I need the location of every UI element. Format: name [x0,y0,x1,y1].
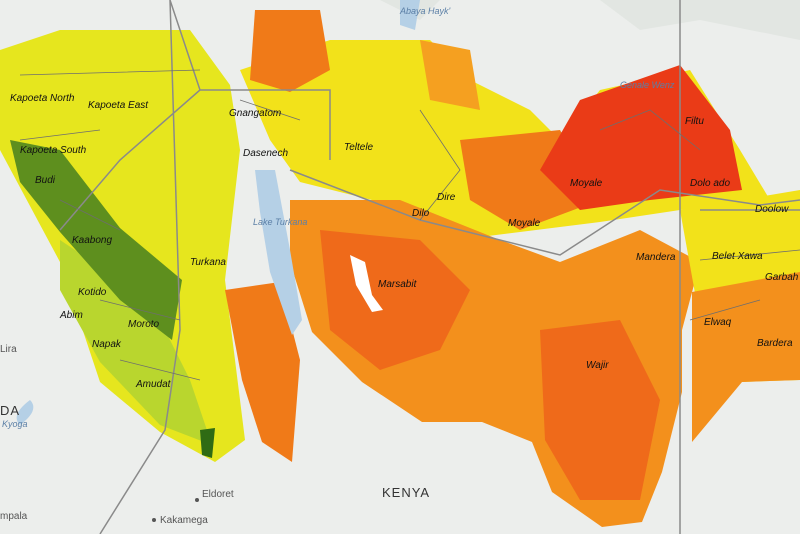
water-label: Abaya Hayk' [399,6,451,16]
city-dot [195,498,199,502]
place-label: Moyale [508,218,541,229]
place-label: Dire [437,192,456,203]
place-label: Doolow [755,204,789,215]
place-label: Kapoeta North [10,93,75,104]
region-light-green [60,240,212,445]
place-label: Kaabong [72,235,112,246]
lake-kyoga [16,400,34,425]
place-label: Marsabit [378,279,418,290]
country-label: DA [0,403,20,418]
region-darkest [200,428,215,458]
place-label: Abim [59,310,83,321]
region-wajir [540,320,660,500]
country-border [59,0,800,534]
place-label: Budi [35,175,56,186]
place-label: Dilo [412,208,430,219]
terrain [380,0,800,40]
lake-abaya [400,0,420,30]
region-north-orange [250,10,330,92]
place-label: Turkana [190,257,226,268]
place-label: Moroto [128,319,160,330]
place-label: Kotido [78,287,107,298]
admin-border [19,69,800,381]
city-label: Eldoret [202,489,234,500]
region-ne-red [540,65,742,210]
place-label: Filtu [685,116,704,127]
place-label: Kapoeta South [20,145,87,156]
city-label: Kakamega [160,515,208,526]
place-label: Belet Xawa [712,251,763,262]
city-label: Lira [0,344,17,355]
place-label: Elwaq [704,317,732,328]
water-label: Kyoga [2,419,28,429]
lake-turkana [255,170,302,335]
place-label: Teltele [344,142,374,153]
water-label: Lake Turkana [253,217,307,227]
place-label: Moyale [570,178,603,189]
place-label: Napak [92,339,122,350]
place-label: Dasenech [243,148,288,159]
place-label: Wajir [586,360,609,371]
place-label: Amudat [135,379,172,390]
region-north-amber [420,40,480,110]
water-label: Genale Wenz [620,80,675,90]
city-label: mpala [0,511,28,522]
country-label: KENYA [382,485,430,500]
mountain-gap [350,255,383,312]
place-label: Gnangatom [229,108,281,119]
place-label: Garbah [765,272,799,283]
place-label: Mandera [636,252,676,263]
place-label: Dolo ado [690,178,730,189]
region-dark-green [10,140,182,340]
place-label: Kapoeta East [88,100,149,111]
region-orange-sw [225,282,300,462]
region-east-orange [692,272,800,442]
place-label: Bardera [757,338,793,349]
city-dot [152,518,156,522]
